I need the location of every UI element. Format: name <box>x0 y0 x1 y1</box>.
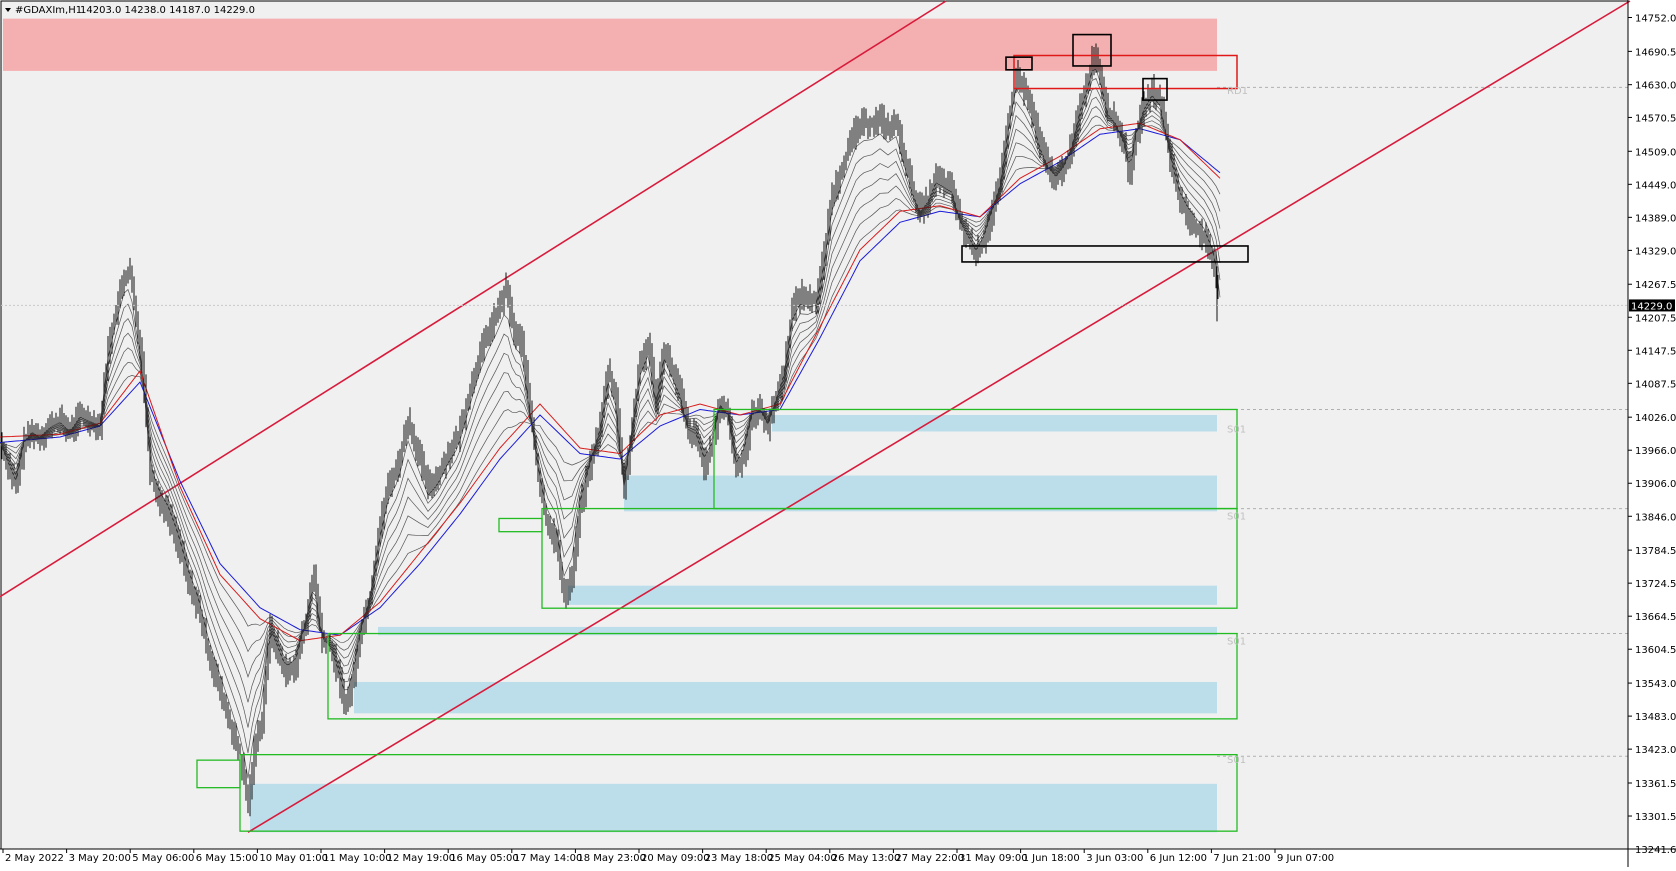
supply-zone <box>3 18 1217 71</box>
demand-box[interactable] <box>541 507 1238 609</box>
price-tick-label: 13784.5 <box>1635 546 1676 557</box>
price-tick-label: 14026.0 <box>1635 413 1676 424</box>
price-tick-label: 14087.5 <box>1635 379 1676 390</box>
current-price-box <box>1629 299 1675 312</box>
time-tick-label: 10 May 01:00 <box>259 853 328 864</box>
time-tick-label: 18 May 23:00 <box>577 853 646 864</box>
time-tick-label: 2 May 2022 <box>5 853 64 864</box>
ma-red-line <box>0 122 1221 642</box>
time-tick-label: 6 Jun 12:00 <box>1150 853 1207 864</box>
time-tick-label: 3 May 20:00 <box>69 853 131 864</box>
ma-ribbon-line <box>0 78 1221 754</box>
time-tick-label: 16 May 05:00 <box>450 853 519 864</box>
triangle-down-icon[interactable] <box>5 8 11 12</box>
demand-box[interactable] <box>327 632 1238 720</box>
demand-box[interactable] <box>239 753 1238 832</box>
zone-label: S01 <box>1227 755 1246 766</box>
time-tick-label: 12 May 19:00 <box>387 853 456 864</box>
demand-zone <box>378 626 1217 636</box>
zone-label: S01 <box>1227 637 1246 648</box>
price-tick-label: 14329.0 <box>1635 246 1676 257</box>
price-tick-label: 14147.5 <box>1635 346 1676 357</box>
price-tick-label: 14570.5 <box>1635 113 1676 124</box>
price-tick-label: 13846.0 <box>1635 512 1676 523</box>
price-tick-label: 14752.0 <box>1635 14 1676 25</box>
time-tick-label: 31 May 09:00 <box>959 853 1028 864</box>
price-tick-label: 14207.5 <box>1635 313 1676 324</box>
demand-zone <box>250 783 1217 833</box>
price-tick-label: 13241.6 <box>1635 845 1676 856</box>
marker-box[interactable] <box>1005 56 1033 71</box>
time-tick-label: 3 Jun 03:00 <box>1086 853 1143 864</box>
price-tick-label: 13906.0 <box>1635 479 1676 490</box>
price-tick-label: 13604.5 <box>1635 645 1676 656</box>
time-tick-label: 26 May 13:00 <box>832 853 901 864</box>
resistance-box[interactable] <box>1013 54 1238 90</box>
marker-box[interactable] <box>961 245 1249 263</box>
time-tick-label: 9 Jun 07:00 <box>1277 853 1334 864</box>
demand-box[interactable] <box>196 759 241 789</box>
price-tick-label: 13664.5 <box>1635 612 1676 623</box>
time-tick-label: 6 May 15:00 <box>196 853 258 864</box>
time-tick-label: 25 May 04:00 <box>768 853 837 864</box>
time-tick-label: 20 May 09:00 <box>641 853 710 864</box>
marker-box[interactable] <box>1142 77 1168 101</box>
ma-ribbon-line <box>0 96 1221 703</box>
time-tick-label: 1 Jun 18:00 <box>1023 853 1080 864</box>
price-tick-label: 13361.5 <box>1635 779 1676 790</box>
time-tick-label: 23 May 18:00 <box>705 853 774 864</box>
symbol-label: #GDAXIm,H1 <box>15 5 82 16</box>
current-price-label: 14229.0 <box>1631 301 1672 312</box>
zone-label: S01 <box>1227 425 1246 436</box>
time-tick-label: 27 May 22:00 <box>895 853 964 864</box>
price-tick-label: 14630.0 <box>1635 81 1676 92</box>
demand-zone <box>624 475 1217 512</box>
price-tick-label: 13543.0 <box>1635 679 1676 690</box>
price-tick-label: 13301.5 <box>1635 812 1676 823</box>
price-tick-label: 14267.5 <box>1635 280 1676 291</box>
time-tick-label: 17 May 14:00 <box>514 853 583 864</box>
zone-label: S01 <box>1227 512 1246 523</box>
time-tick-label: 5 May 06:00 <box>132 853 194 864</box>
price-tick-label: 14690.5 <box>1635 47 1676 58</box>
ma-ribbon-line <box>0 115 1221 653</box>
chart-header: #GDAXIm,H1 14203.0 14238.0 14187.0 14229… <box>5 5 255 16</box>
price-tick-label: 13724.5 <box>1635 579 1676 590</box>
price-tick-label: 13423.0 <box>1635 745 1676 756</box>
channel-lower-line[interactable] <box>247 0 1631 833</box>
ma-ribbon-line <box>0 106 1221 679</box>
ma-blue-line <box>0 128 1221 636</box>
price-tick-label: 13483.0 <box>1635 712 1676 723</box>
ohlc-label: 14203.0 14238.0 14187.0 14229.0 <box>80 5 255 16</box>
demand-zone <box>772 414 1217 432</box>
ma-ribbon-line <box>0 87 1221 728</box>
price-tick-label: 14449.0 <box>1635 180 1676 191</box>
zone-label: RD1 <box>1227 86 1248 97</box>
price-tick-label: 13966.0 <box>1635 446 1676 457</box>
ma-ribbon-line <box>0 68 1221 779</box>
price-tick-label: 14509.0 <box>1635 147 1676 158</box>
demand-zone <box>568 585 1217 605</box>
ma-ribbon-line <box>0 124 1221 643</box>
demand-zone <box>354 681 1217 714</box>
time-tick-label: 7 Jun 21:00 <box>1213 853 1270 864</box>
time-tick-label: 11 May 10:00 <box>323 853 392 864</box>
price-tick-label: 14389.0 <box>1635 213 1676 224</box>
marker-box[interactable] <box>1072 33 1112 67</box>
demand-box[interactable] <box>498 517 543 533</box>
